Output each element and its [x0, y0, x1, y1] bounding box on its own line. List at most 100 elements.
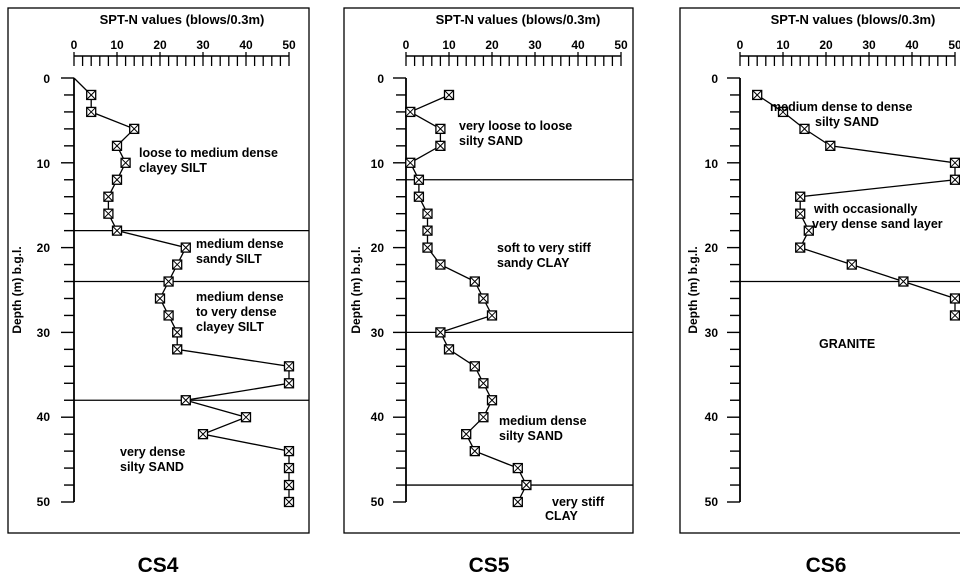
spt-point [795, 208, 806, 219]
x-tick-label: 10 [776, 38, 790, 52]
spt-point-cross [180, 242, 191, 253]
layer-annotation: medium dense to dense silty SAND [770, 100, 912, 129]
spt-point-cross [487, 310, 497, 321]
spt-point [422, 242, 433, 253]
spt-point-cross [103, 208, 114, 219]
spt-point [120, 157, 131, 168]
spt-point-cross [163, 310, 174, 321]
spt-point-cross [778, 107, 788, 117]
spt-point [103, 208, 114, 219]
spt-point [154, 293, 166, 304]
spt-point-cross [241, 412, 251, 423]
y-tick-label: 20 [705, 241, 719, 255]
y-tick-label: 20 [37, 241, 51, 255]
spt-point [283, 445, 295, 457]
layer-annotation: soft to very stiff sandy CLAY [497, 241, 592, 270]
y-tick-label: 10 [371, 157, 385, 171]
x-tick-label: 0 [71, 38, 78, 52]
borehole-label: CS5 [469, 554, 510, 577]
spt-point [86, 106, 97, 118]
panel-title: SPT-N values (blows/0.3m) [436, 12, 601, 27]
spt-point [949, 157, 960, 168]
layer-annotation: loose to medium dense clayey SILT [139, 146, 278, 175]
spt-point-cross [950, 293, 960, 304]
spt-point-cross [950, 157, 960, 168]
spt-point-cross [86, 107, 97, 117]
spt-point-cross [172, 344, 183, 355]
spt-point-cross [461, 429, 472, 440]
spt-point-cross [435, 140, 446, 151]
spt-point [129, 123, 140, 135]
spt-point-cross [469, 361, 480, 372]
y-tick-label: 40 [705, 410, 719, 424]
spt-point [949, 293, 960, 304]
spt-point [435, 140, 446, 151]
x-tick-label: 10 [442, 38, 456, 52]
spt-point-cross [521, 480, 532, 490]
spt-point-cross [414, 191, 424, 202]
x-tick-label: 40 [571, 38, 585, 52]
spt-point [469, 276, 480, 287]
spt-point [469, 445, 480, 457]
y-tick-label: 0 [711, 72, 718, 86]
spt-point [413, 191, 425, 202]
spt-point [752, 89, 763, 101]
spt-point-cross [414, 174, 424, 185]
spt-point-cross [422, 225, 433, 236]
spt-point [443, 344, 455, 355]
spt-point [486, 395, 498, 406]
spt-point [803, 225, 814, 236]
spt-point-cross [112, 140, 122, 151]
spt-point-cross [444, 344, 454, 355]
layer-annotation: very dense silty SAND [120, 445, 185, 474]
spt-point [283, 361, 295, 372]
spt-point-cross [803, 225, 814, 236]
spt-point [172, 259, 183, 270]
spt-point [283, 462, 295, 474]
borehole-label: CS6 [806, 554, 847, 577]
y-tick-label: 40 [37, 410, 51, 424]
spt-point [86, 89, 97, 101]
spt-point [422, 208, 433, 219]
spt-point-cross [284, 378, 294, 389]
spt-point-cross [172, 259, 183, 270]
layer-annotation: medium dense silty SAND [499, 414, 587, 443]
spt-point [180, 242, 191, 253]
x-tick-label: 40 [905, 38, 919, 52]
spt-point-cross [129, 124, 140, 134]
spt-point-cross [950, 174, 960, 185]
spt-point-cross [752, 90, 763, 100]
spt-point [949, 310, 960, 321]
spt-point [103, 191, 114, 202]
spt-point [422, 225, 433, 236]
x-tick-label: 30 [528, 38, 542, 52]
spt-point [478, 412, 489, 423]
y-tick-label: 30 [705, 326, 719, 340]
spt-point [478, 378, 489, 389]
spt-point [111, 174, 123, 185]
spt-point [172, 344, 183, 355]
layer-annotation: with occasionally very dense sand layer [812, 202, 943, 231]
spt-point-cross [435, 327, 446, 338]
spt-point-cross [180, 395, 191, 406]
x-tick-label: 20 [819, 38, 833, 52]
spt-point [283, 496, 295, 508]
spt-point [443, 89, 455, 101]
spt-point [405, 106, 416, 118]
spt-point-cross [112, 225, 122, 236]
y-axis-label: Depth (m) b.g.l. [10, 246, 24, 333]
spt-point [111, 225, 123, 236]
spt-point [163, 276, 174, 287]
layer-annotation: GRANITE [819, 337, 875, 351]
spt-point [405, 157, 416, 168]
spt-point-cross [198, 429, 208, 440]
spt-point-cross [163, 276, 174, 287]
x-tick-label: 10 [110, 38, 124, 52]
spt-point [512, 496, 523, 508]
spt-point-cross [172, 327, 183, 338]
spt-point-cross [444, 90, 454, 100]
y-axis-label: Depth (m) b.g.l. [349, 246, 363, 333]
spt-point-cross [478, 378, 489, 389]
spt-point-cross [469, 276, 480, 287]
spt-point [898, 276, 909, 287]
